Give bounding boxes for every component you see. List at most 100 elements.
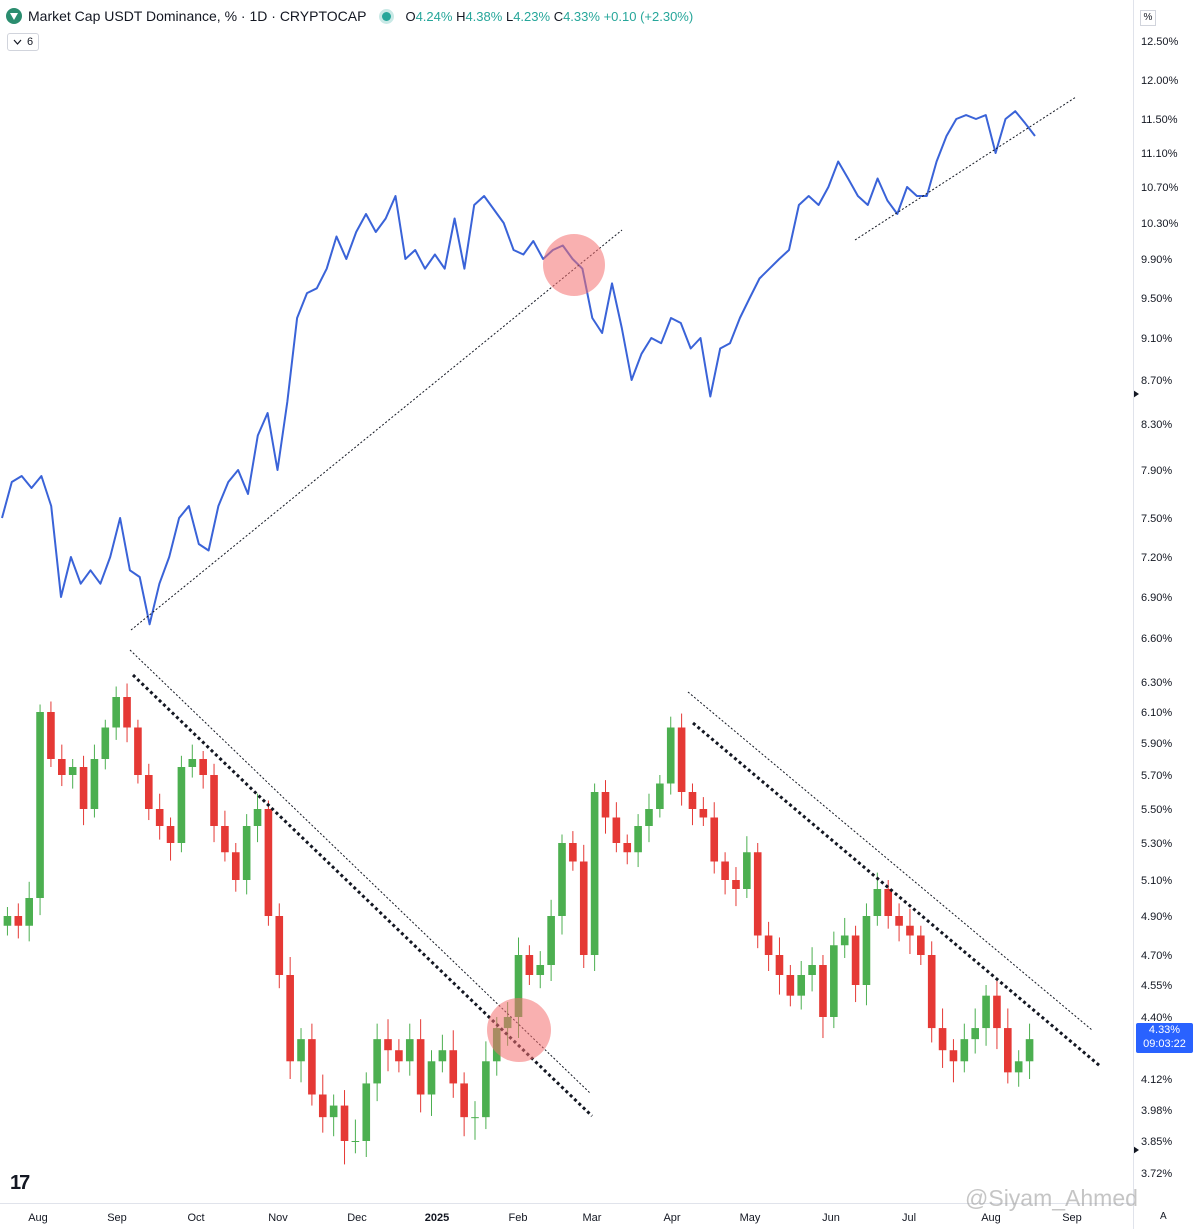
symbol-logo-icon xyxy=(6,8,22,24)
candle-body xyxy=(917,935,925,955)
candle-body xyxy=(982,995,990,1029)
chart-legend[interactable]: Market Cap USDT Dominance, % · 1D · CRYP… xyxy=(6,5,693,27)
candle-body xyxy=(906,925,914,936)
y-tick-label: 4.55% xyxy=(1141,980,1172,992)
candle-body xyxy=(819,965,827,1017)
scale-mode-button[interactable]: % xyxy=(1140,10,1156,26)
candle-body xyxy=(960,1039,969,1062)
candle-body xyxy=(840,935,849,946)
candle-body xyxy=(895,916,903,926)
candle-body xyxy=(938,1028,947,1051)
close-value: 4.33% xyxy=(563,8,600,24)
candle-body xyxy=(297,1039,305,1062)
candle-body xyxy=(971,1028,980,1040)
y-tick-label: 12.50% xyxy=(1141,36,1179,48)
candle-body xyxy=(188,759,197,767)
candle-body xyxy=(710,817,719,862)
y-tick-label: 5.70% xyxy=(1141,770,1172,782)
candle-body xyxy=(373,1039,381,1084)
x-tick-label: Jun xyxy=(822,1212,840,1224)
y-tick-label: 6.30% xyxy=(1141,677,1172,689)
y-tick-label: 4.12% xyxy=(1141,1074,1172,1086)
market-status-icon xyxy=(382,11,392,21)
candle-body xyxy=(732,880,740,889)
candle-body xyxy=(101,727,110,759)
y-tick-label: 6.90% xyxy=(1141,592,1172,604)
candle-body xyxy=(590,792,599,955)
candle-body xyxy=(699,809,708,818)
y-tick-label: 5.90% xyxy=(1141,738,1172,750)
y-tick-label: 6.60% xyxy=(1141,633,1172,645)
y-tick-label: 4.70% xyxy=(1141,950,1172,962)
ohlc-values: O4.24% H4.38% L4.23% C4.33% +0.10 (+2.30… xyxy=(405,8,694,24)
x-tick-label: Jul xyxy=(902,1212,916,1224)
candle-body xyxy=(3,916,12,926)
candle-body xyxy=(395,1050,403,1062)
y-tick-label: 10.70% xyxy=(1141,182,1179,194)
breakout-circle xyxy=(543,234,605,296)
y-tick-label: 5.30% xyxy=(1141,838,1172,850)
candle-body xyxy=(862,916,871,985)
indicators-toggle[interactable]: 6 xyxy=(7,33,40,51)
candle-body xyxy=(308,1039,316,1095)
candle-body xyxy=(438,1050,447,1062)
candle-body xyxy=(797,975,806,996)
y-tick-label: 9.50% xyxy=(1141,293,1172,305)
dominance-line xyxy=(1,110,1036,626)
candle-body xyxy=(68,767,77,775)
x-tick-label: Sep xyxy=(1062,1212,1082,1224)
candle-body xyxy=(830,945,838,1017)
candle-body xyxy=(166,826,175,843)
candle-body xyxy=(471,1117,479,1119)
candle-body xyxy=(623,843,632,853)
y-tick-label: 9.10% xyxy=(1141,333,1172,345)
candle-body xyxy=(579,861,588,955)
x-tick-label: Aug xyxy=(28,1212,48,1224)
tradingview-logo-icon[interactable]: 17 xyxy=(10,1172,30,1194)
y-tick-label: 6.10% xyxy=(1141,707,1172,719)
candle-body xyxy=(275,916,284,975)
open-value: 4.24% xyxy=(415,8,453,24)
y-tick-label: 7.90% xyxy=(1141,465,1172,477)
auto-scale-button[interactable]: A xyxy=(1160,1211,1167,1222)
candle-body xyxy=(645,809,653,826)
candle-body xyxy=(340,1105,349,1141)
candle-body xyxy=(786,975,795,996)
x-tick-label: Apr xyxy=(663,1212,680,1224)
y-tick-label: 5.50% xyxy=(1141,804,1172,816)
candle-body xyxy=(14,916,23,926)
y-tick-label: 7.20% xyxy=(1141,552,1172,564)
candle-body xyxy=(1004,1028,1012,1073)
change-value: +0.10 (+2.30%) xyxy=(603,8,694,24)
candle-body xyxy=(601,792,610,818)
y-tick-label: 9.90% xyxy=(1141,254,1172,266)
low-value: 4.23% xyxy=(513,8,551,24)
symbol-title[interactable]: Market Cap USDT Dominance, % · 1D · CRYP… xyxy=(28,8,367,24)
candle-body xyxy=(329,1105,338,1118)
x-tick-label: Aug xyxy=(981,1212,1001,1224)
y-tick-label: 4.40% xyxy=(1141,1012,1172,1024)
candle-body xyxy=(221,826,229,853)
y-tick-label: 10.30% xyxy=(1141,218,1179,230)
y-tick-label: 3.72% xyxy=(1141,1168,1172,1180)
last-price-badge: 4.33% 09:03:22 xyxy=(1136,1023,1193,1053)
candle-body xyxy=(264,809,273,916)
candle-body xyxy=(362,1083,371,1141)
candle-body xyxy=(612,817,621,843)
y-tick-label: 11.10% xyxy=(1141,148,1178,160)
candle-body xyxy=(199,759,207,775)
candle-body xyxy=(808,965,816,975)
candle-body xyxy=(547,916,555,965)
high-value: 4.38% xyxy=(465,8,503,24)
candle-body xyxy=(721,861,729,880)
candle-body xyxy=(656,783,664,809)
candle-body xyxy=(231,852,240,880)
candle-body xyxy=(482,1061,490,1118)
candle-body xyxy=(634,826,642,853)
y-tick-label: 4.90% xyxy=(1141,911,1172,923)
candle-body xyxy=(155,809,164,826)
axis-marker-icon xyxy=(1133,390,1139,398)
y-tick-label: 8.30% xyxy=(1141,419,1172,431)
